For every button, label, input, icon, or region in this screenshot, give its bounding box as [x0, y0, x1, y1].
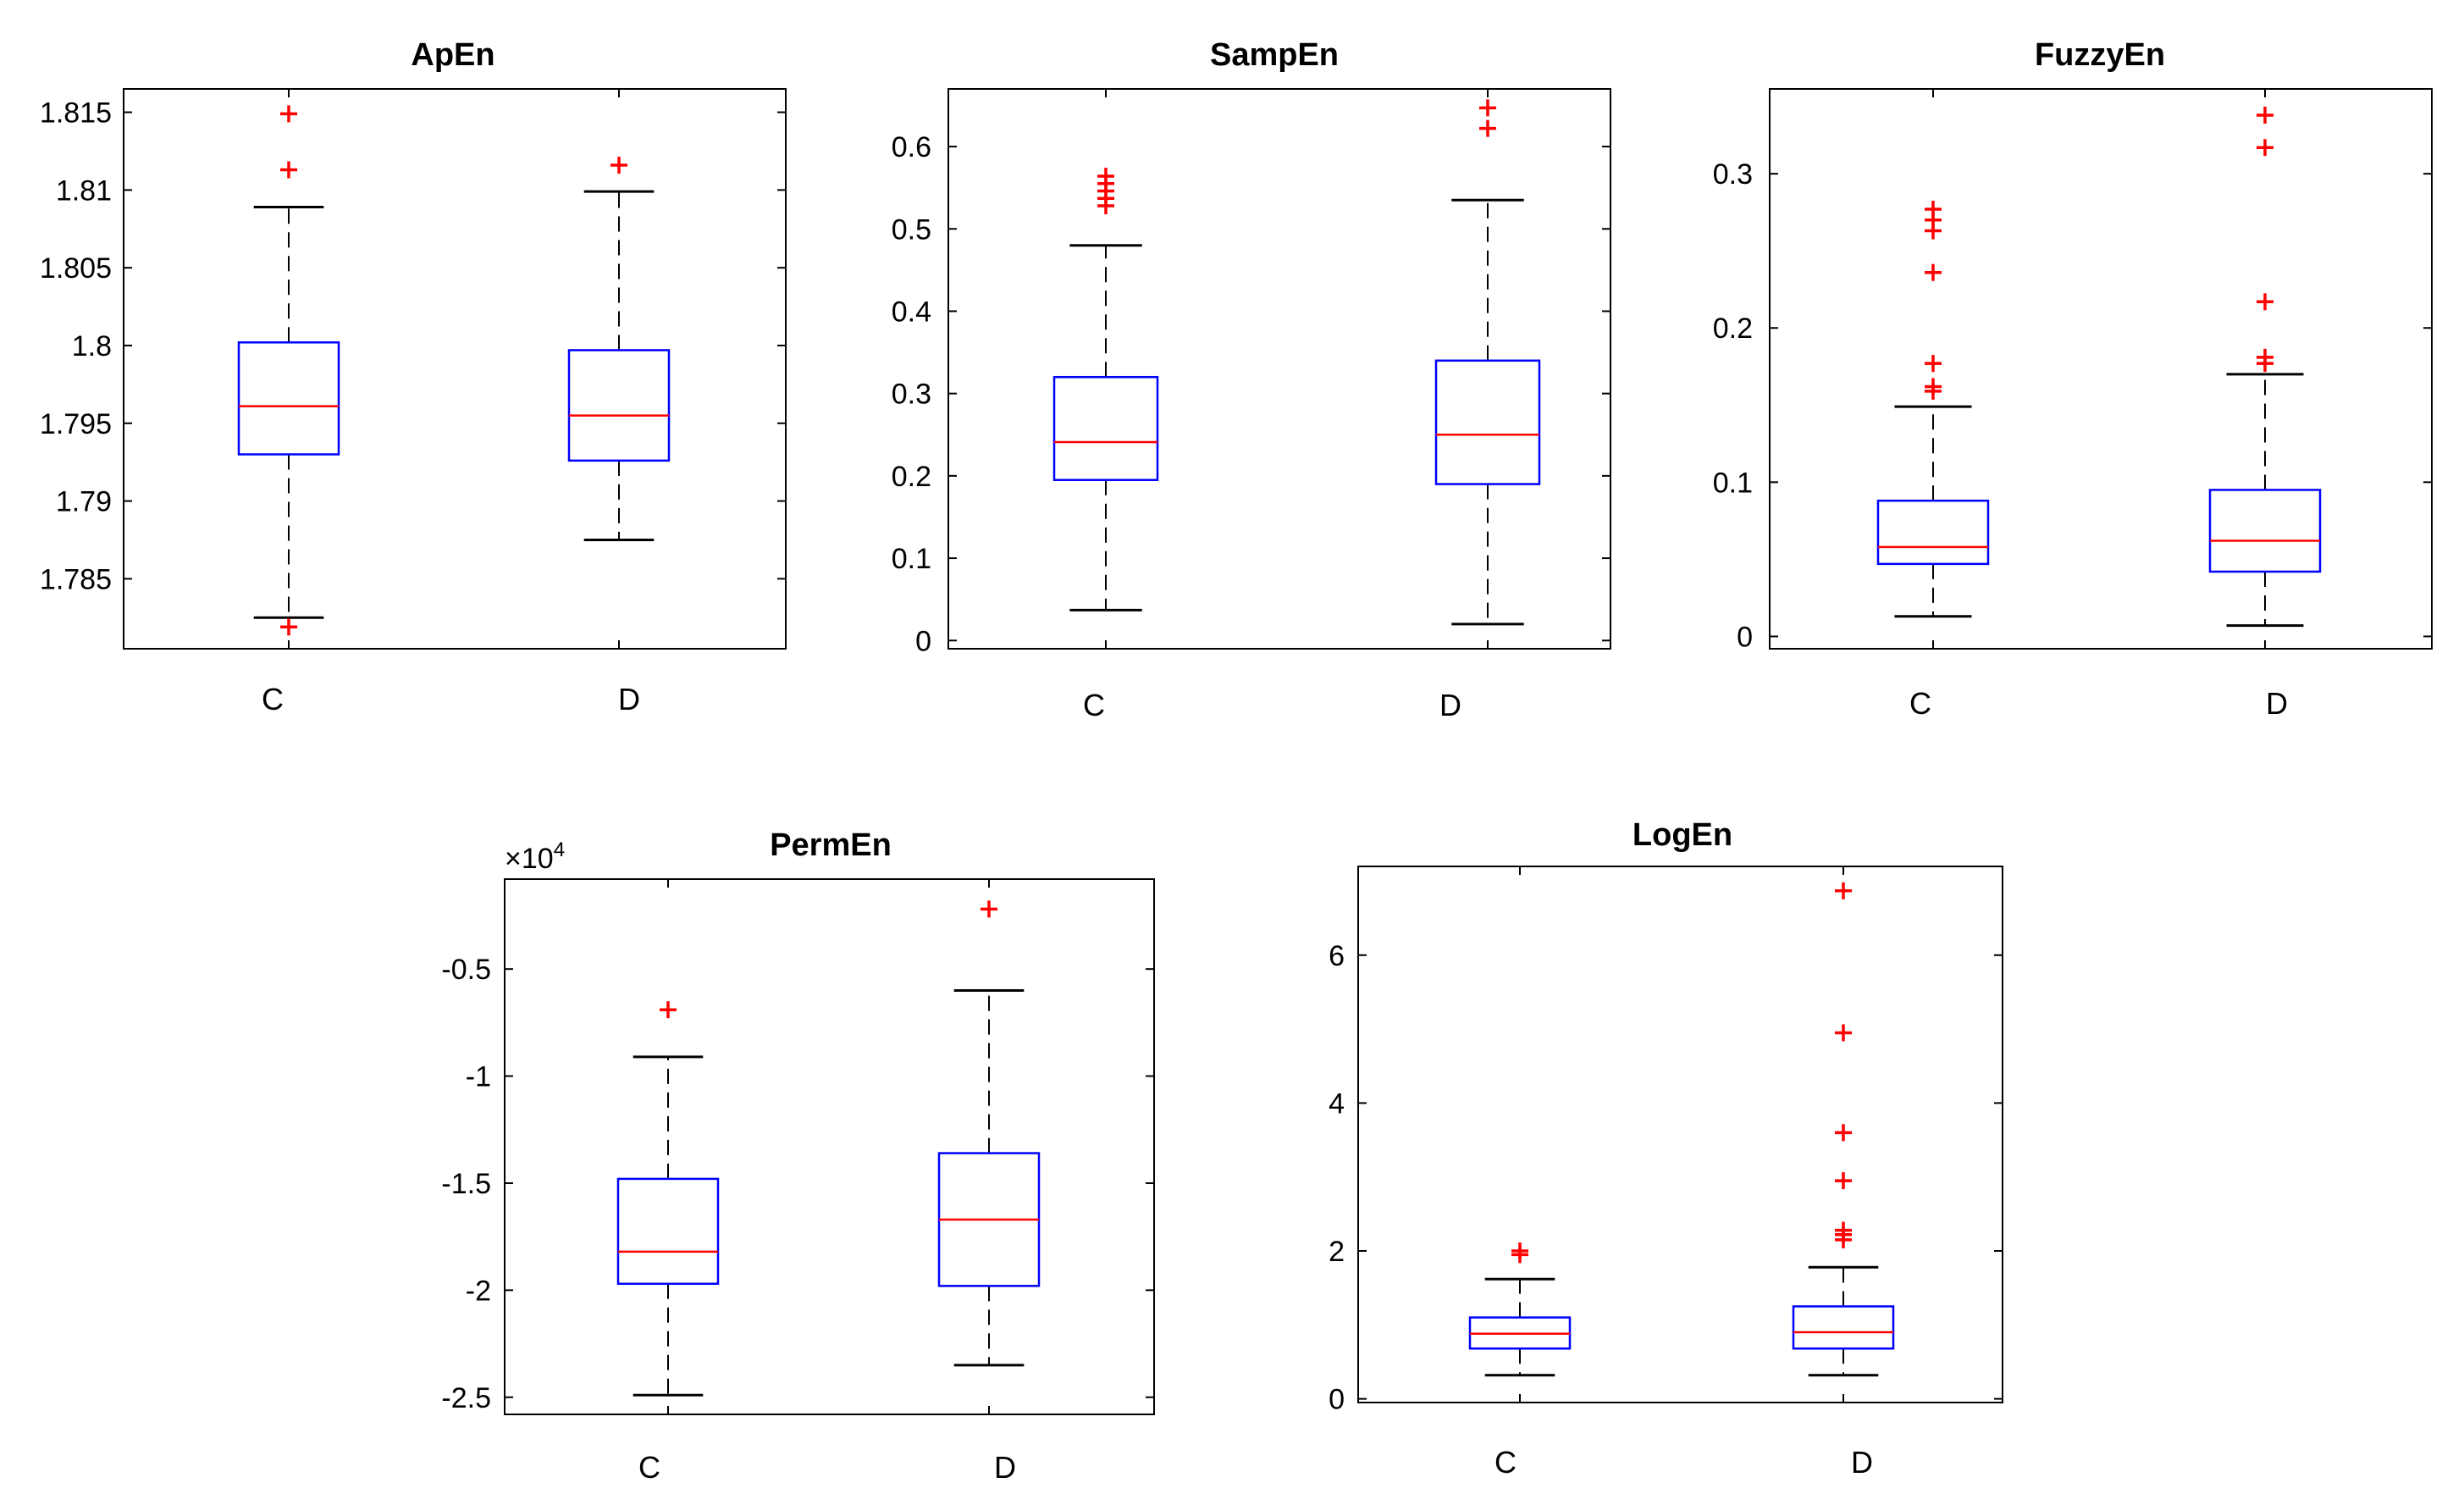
fuzzyen-ytick-label: 0 [1737, 621, 1753, 653]
logen-category-c-label: C [1494, 1445, 1517, 1480]
fuzzyen-d-box [2208, 489, 2322, 573]
fuzzyen-plot-area: 0 0.1 0.2 0.3 [1713, 88, 2433, 653]
fuzzyen-ytick-label: 0.3 [1713, 158, 1753, 191]
sampen-plot-area: 0 0.1 0.2 0.3 0.4 0.5 0.6 [892, 88, 1611, 657]
permen-ytick-label: -1.5 [441, 1168, 491, 1200]
logen-plot-area: 0 2 4 6 [1329, 866, 2003, 1416]
sampen-d-box [1434, 359, 1541, 485]
sampen-c-outlier [1097, 168, 1114, 185]
logen-category-d-label: D [1851, 1445, 1873, 1480]
apen-plot-area: 1.785 1.79 1.795 1.8 1.805 1.81 1.815 [40, 88, 787, 650]
sampen-d-outlier [1479, 99, 1496, 117]
fuzzyen-d-outlier [2257, 348, 2273, 366]
apen-ytick-label: 1.8 [72, 330, 112, 362]
sampen-ytick-label: 0.2 [892, 461, 931, 493]
permen-category-c-label: C [638, 1450, 660, 1485]
permen-axes-frame [504, 878, 1155, 1415]
apen-ytick-label: 1.815 [40, 97, 112, 130]
logen-d-outlier [1835, 882, 1852, 899]
permen-exponent-label: ×104 [505, 838, 565, 875]
permen-ytick-label: -1 [466, 1061, 491, 1093]
sampen-ytick-label: 0.1 [892, 543, 931, 575]
apen-ytick-label: 1.81 [56, 174, 112, 207]
permen-plot-area: -2.5 -2 -1.5 -1 -0.5 [441, 878, 1155, 1415]
logen-ytick-label: 6 [1329, 940, 1345, 972]
logen-d-outlier [1835, 1221, 1852, 1239]
apen-category-d-label: D [618, 682, 640, 717]
logen-d-outlier [1835, 1024, 1852, 1042]
permen-c-box [616, 1177, 720, 1286]
apen-category-c-label: C [262, 682, 284, 717]
fuzzyen-panel: FuzzyEn 0 0.1 0.2 0.3 C D [1713, 37, 2433, 721]
fuzzyen-c-outlier [1925, 201, 1942, 219]
sampen-ytick-label: 0.5 [892, 213, 931, 246]
permen-ytick-label: -2 [466, 1275, 491, 1307]
logen-c-outlier [1511, 1242, 1528, 1260]
sampen-ytick-label: 0.4 [892, 296, 931, 328]
apen-ytick-label: 1.79 [56, 486, 112, 518]
apen-ytick-label: 1.795 [40, 408, 112, 440]
sampen-panel: SampEn 0 0.1 0.2 0.3 0.4 0.5 0.6 C D [892, 37, 1611, 722]
apen-c-box [237, 341, 340, 456]
fuzzyen-c-outlier [1925, 378, 1942, 396]
logen-ytick-label: 2 [1329, 1236, 1345, 1268]
sampen-ytick-label: 0 [915, 625, 931, 657]
fuzzyen-axes-frame [1769, 88, 2433, 650]
permen-ytick-label: -2.5 [441, 1382, 491, 1414]
fuzzyen-d-outlier [2257, 106, 2273, 124]
permen-exponent-power: 4 [554, 838, 565, 861]
fuzzyen-c-box [1876, 499, 1990, 566]
logen-ytick-label: 0 [1329, 1384, 1345, 1416]
apen-ytick-label: 1.805 [40, 252, 112, 285]
sampen-title: SampEn [1210, 37, 1339, 73]
apen-d-outlier [610, 156, 627, 174]
permen-panel: PermEn ×104 -2.5 -2 -1.5 -1 -0.5 C D [441, 827, 1155, 1485]
apen-d-box [567, 349, 671, 462]
fuzzyen-category-d-label: D [2266, 686, 2288, 721]
permen-d-outlier [981, 900, 997, 918]
fuzzyen-ytick-label: 0.2 [1713, 313, 1753, 345]
apen-c-outlier [280, 161, 297, 179]
logen-d-box [1792, 1305, 1895, 1350]
apen-c-outlier [280, 105, 297, 123]
permen-title: PermEn [770, 827, 892, 863]
logen-title: LogEn [1633, 817, 1732, 853]
fuzzyen-ytick-label: 0.1 [1713, 467, 1753, 499]
apen-axes-frame [123, 88, 787, 650]
sampen-d-outlier [1479, 119, 1496, 137]
sampen-ytick-label: 0.6 [892, 131, 931, 163]
apen-title: ApEn [411, 37, 494, 73]
logen-axes-frame [1357, 866, 2003, 1403]
permen-c-outlier [660, 1001, 677, 1019]
fuzzyen-c-outlier [1925, 263, 1942, 281]
logen-panel: LogEn 0 2 4 6 C D [1329, 817, 2003, 1480]
apen-c-outlier [280, 618, 297, 636]
sampen-c-box [1052, 375, 1159, 481]
sampen-axes-frame [947, 88, 1611, 650]
logen-ytick-label: 4 [1329, 1087, 1345, 1120]
permen-ytick-label: -0.5 [441, 954, 491, 986]
logen-d-outlier [1835, 1124, 1852, 1142]
sampen-category-c-label: C [1083, 688, 1105, 722]
fuzzyen-title: FuzzyEn [2035, 37, 2165, 73]
logen-d-outlier [1835, 1172, 1852, 1190]
sampen-ytick-label: 0.3 [892, 379, 931, 411]
fuzzyen-category-c-label: C [1909, 686, 1931, 721]
sampen-category-d-label: D [1439, 688, 1461, 722]
apen-panel: ApEn 1.785 1.79 1.795 1.8 1.805 1.81 1.815 C D [40, 37, 787, 717]
fuzzyen-d-outlier [2257, 139, 2273, 157]
permen-category-d-label: D [994, 1450, 1016, 1485]
fuzzyen-d-outlier [2257, 293, 2273, 311]
apen-ytick-label: 1.785 [40, 563, 112, 595]
fuzzyen-c-outlier [1925, 355, 1942, 373]
